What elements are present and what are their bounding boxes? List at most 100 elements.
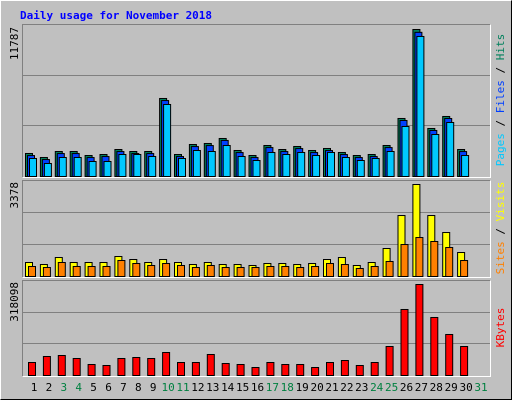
bar — [207, 150, 216, 177]
bar — [355, 364, 364, 377]
x-tick-label: 13 — [206, 381, 219, 394]
legend: Sites / Visits — [494, 182, 507, 275]
bar — [430, 241, 439, 277]
bar — [445, 247, 454, 278]
bar — [117, 357, 126, 376]
bar — [371, 157, 380, 178]
legend-separator: / — [494, 60, 507, 80]
panel-frame — [22, 24, 491, 178]
x-tick-label: 5 — [90, 381, 97, 394]
legend-entry: Visits — [494, 182, 507, 222]
bar — [28, 266, 36, 277]
bar — [355, 267, 364, 277]
x-tick-label: 10 — [161, 381, 174, 394]
bar — [340, 264, 349, 277]
bar — [57, 262, 66, 278]
bar — [370, 361, 379, 376]
bar — [416, 35, 425, 177]
x-tick-label: 22 — [340, 381, 353, 394]
bar — [206, 353, 215, 377]
x-tick-label: 8 — [135, 381, 142, 394]
bar — [147, 357, 156, 376]
bar — [385, 345, 394, 376]
bar — [281, 363, 290, 377]
x-tick-label: 9 — [150, 381, 157, 394]
legend: KBytes — [494, 308, 507, 348]
y-tick-label: 318098 — [8, 282, 21, 322]
x-tick-label: 2 — [46, 381, 53, 394]
x-tick-label: 24 — [370, 381, 384, 394]
bar — [28, 361, 36, 376]
bar — [192, 149, 201, 178]
bar — [445, 333, 454, 377]
bar — [132, 263, 141, 277]
bar — [460, 345, 469, 376]
panel-frame — [22, 180, 491, 278]
bar — [401, 125, 410, 178]
x-tick-label: 20 — [310, 381, 323, 394]
bar — [103, 160, 112, 178]
x-tick-label: 11 — [176, 381, 189, 394]
legend-entry: KBytes — [494, 308, 507, 348]
bar — [206, 264, 215, 277]
chart-title: Daily usage for November 2018 — [20, 9, 212, 22]
bar — [415, 284, 424, 376]
x-tick-label: 17 — [266, 381, 279, 394]
bar — [58, 156, 67, 177]
bar — [178, 157, 186, 178]
x-tick-label: 26 — [400, 381, 413, 394]
bar — [311, 366, 320, 377]
bar — [236, 267, 245, 277]
bar — [460, 260, 469, 278]
bar — [251, 366, 260, 377]
legend-separator: / — [494, 113, 507, 133]
bar — [72, 357, 81, 376]
x-tick-label: 6 — [105, 381, 112, 394]
x-tick-label: 4 — [75, 381, 82, 394]
legend-entry: Hits — [494, 34, 507, 61]
x-tick-label: 7 — [120, 381, 127, 394]
bar — [221, 362, 230, 376]
panel-frame — [22, 280, 491, 377]
bar — [385, 260, 394, 278]
bar — [266, 361, 275, 376]
bar — [356, 159, 365, 177]
bar — [29, 157, 37, 178]
bar — [326, 361, 334, 376]
bar — [311, 266, 320, 277]
x-tick-label: 1 — [31, 381, 38, 394]
x-tick-label: 31 — [474, 381, 487, 394]
bar — [42, 355, 51, 377]
bar — [237, 155, 246, 177]
bar — [446, 121, 455, 177]
bar — [177, 264, 185, 277]
bar — [42, 267, 51, 277]
y-tick-label: 3378 — [8, 182, 21, 209]
bar — [386, 150, 395, 177]
legend-entry: Pages — [494, 133, 507, 166]
x-tick-label: 23 — [355, 381, 368, 394]
bar — [400, 244, 409, 277]
x-tick-label: 29 — [445, 381, 458, 394]
x-tick-label: 28 — [430, 381, 443, 394]
bar — [312, 154, 321, 177]
bar — [133, 154, 142, 177]
bar — [326, 263, 334, 277]
bar — [102, 266, 111, 277]
bar — [57, 354, 66, 377]
bar — [297, 151, 306, 177]
bar — [222, 144, 231, 178]
bar — [327, 151, 335, 177]
x-tick-label: 27 — [415, 381, 428, 394]
bar — [251, 267, 260, 277]
x-tick-label: 18 — [281, 381, 294, 394]
bar — [163, 103, 172, 177]
bar — [88, 160, 97, 178]
bar — [370, 266, 379, 277]
bar — [415, 237, 424, 277]
bar — [430, 316, 439, 376]
bar — [400, 308, 409, 377]
